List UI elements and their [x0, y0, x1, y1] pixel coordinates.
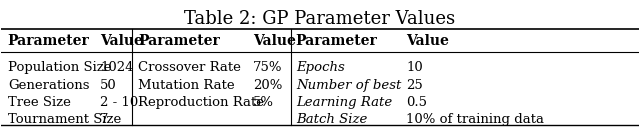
Text: Parameter: Parameter	[8, 34, 90, 47]
Text: 25: 25	[406, 79, 423, 92]
Text: Mutation Rate: Mutation Rate	[138, 79, 235, 92]
Text: Number of best: Number of best	[296, 79, 401, 92]
Text: Table 2: GP Parameter Values: Table 2: GP Parameter Values	[184, 10, 456, 28]
Text: Learning Rate: Learning Rate	[296, 96, 392, 109]
Text: Tree Size: Tree Size	[8, 96, 70, 109]
Text: 2 - 10: 2 - 10	[100, 96, 138, 109]
Text: Population Size: Population Size	[8, 61, 111, 74]
Text: Reproduction Rate: Reproduction Rate	[138, 96, 264, 109]
Text: 10: 10	[406, 61, 423, 74]
Text: Epochs: Epochs	[296, 61, 344, 74]
Text: Crossover Rate: Crossover Rate	[138, 61, 241, 74]
Text: Parameter: Parameter	[138, 34, 220, 47]
Text: 10% of training data: 10% of training data	[406, 113, 544, 126]
Text: Batch Size: Batch Size	[296, 113, 367, 126]
Text: 20%: 20%	[253, 79, 282, 92]
Text: 75%: 75%	[253, 61, 283, 74]
Text: Generations: Generations	[8, 79, 89, 92]
Text: Parameter: Parameter	[296, 34, 378, 47]
Text: 1024: 1024	[100, 61, 134, 74]
Text: Value: Value	[406, 34, 449, 47]
Text: 7: 7	[100, 113, 109, 126]
Text: 5%: 5%	[253, 96, 274, 109]
Text: Value: Value	[253, 34, 296, 47]
Text: 0.5: 0.5	[406, 96, 427, 109]
Text: Tournament Size: Tournament Size	[8, 113, 121, 126]
Text: 50: 50	[100, 79, 117, 92]
Text: Value: Value	[100, 34, 143, 47]
